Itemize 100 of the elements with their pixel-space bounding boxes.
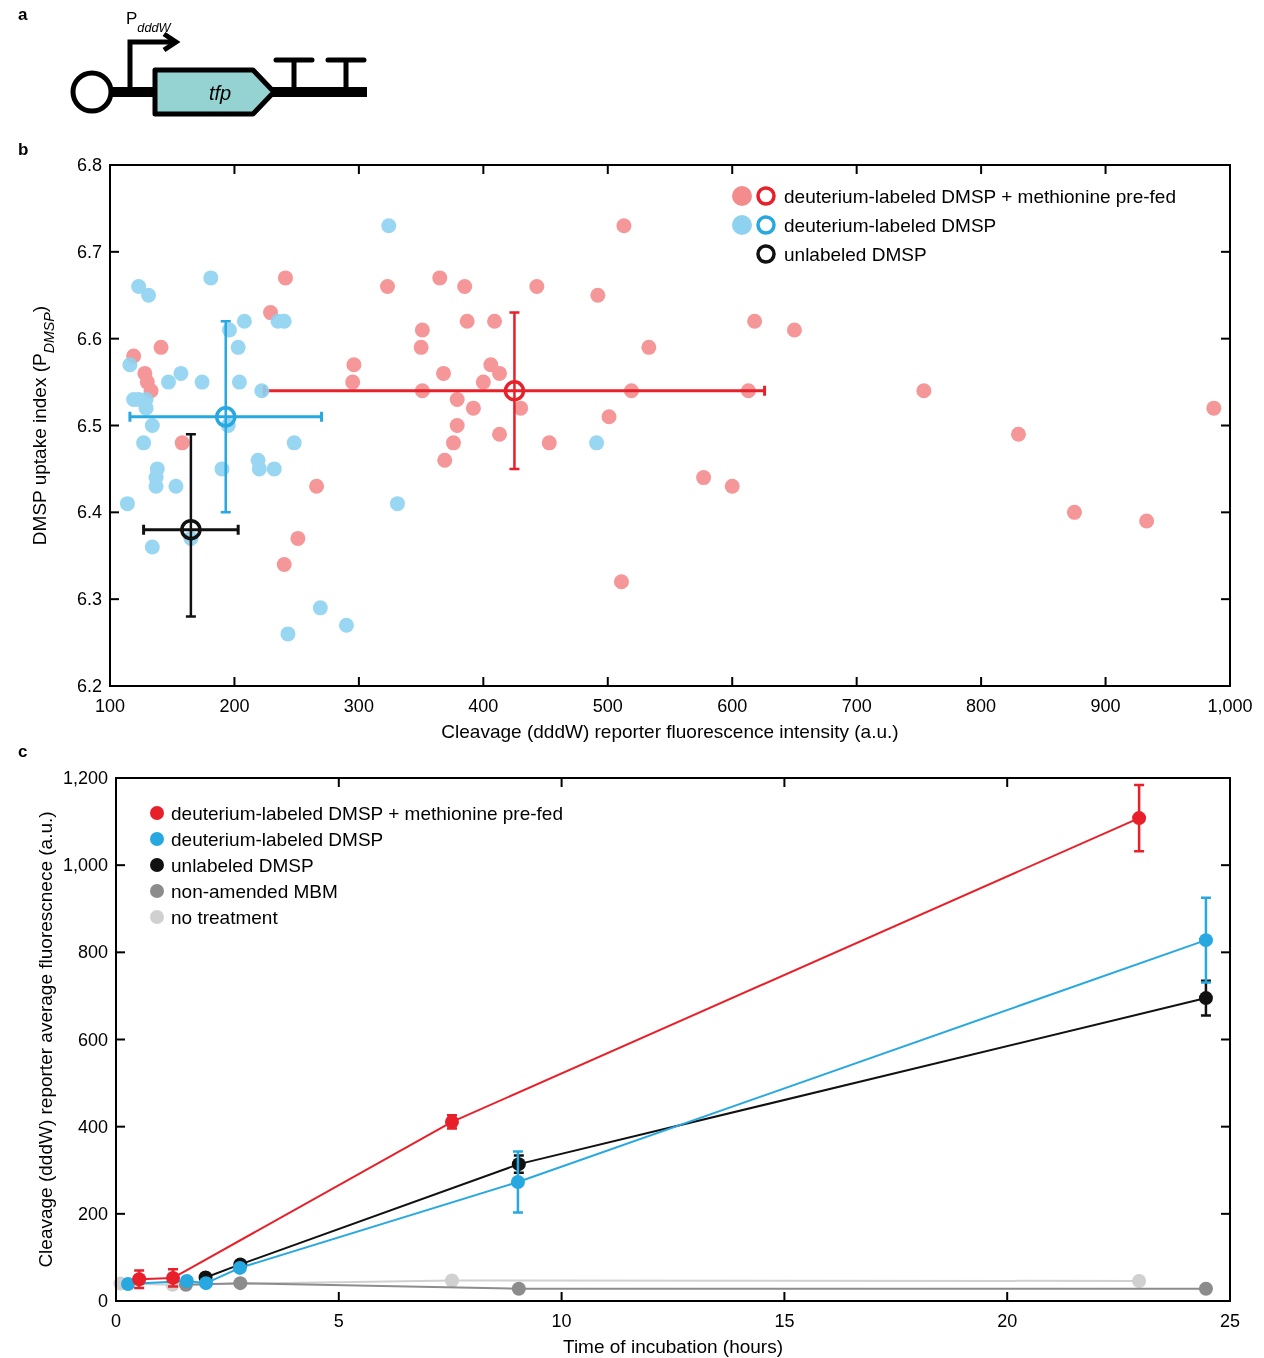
point <box>449 391 465 407</box>
point <box>1139 513 1155 529</box>
point <box>529 279 545 295</box>
point <box>338 617 354 633</box>
point <box>436 365 452 381</box>
point <box>449 418 465 433</box>
point <box>389 496 405 512</box>
x-tick-label: 900 <box>1090 696 1121 716</box>
y-tick-label: 400 <box>77 1116 108 1137</box>
point <box>616 218 632 234</box>
point <box>465 400 481 416</box>
point <box>380 279 396 295</box>
point <box>483 357 499 373</box>
text: a <box>18 5 28 24</box>
x-tick-label: 700 <box>841 696 872 716</box>
x-axis-title: Cleavage (dddW) reporter fluorescence intensity (a.u.) <box>441 721 899 742</box>
x-tick-label: 800 <box>966 696 997 716</box>
point <box>475 374 491 390</box>
point <box>173 365 189 381</box>
legend-label: unlabeled DMSP <box>171 855 314 876</box>
point <box>724 478 740 494</box>
point <box>747 313 763 329</box>
point <box>916 383 932 399</box>
point <box>290 530 306 546</box>
point <box>309 478 325 494</box>
point <box>121 1277 136 1291</box>
point <box>432 270 448 286</box>
legend-label: deuterium-labeled DMSP + methionine pre-fed <box>171 803 564 824</box>
point <box>168 478 184 494</box>
point <box>194 374 210 390</box>
point <box>122 357 138 373</box>
point <box>214 406 237 428</box>
point <box>276 556 292 572</box>
point <box>510 1175 525 1190</box>
legend-label: deuterium-labeled DMSP + methionine pre-fed <box>784 186 1177 207</box>
x-tick-label: 100 <box>94 696 126 716</box>
x-tick-label: 15 <box>774 1311 795 1331</box>
legend-label: deuterium-labeled DMSP <box>171 829 384 850</box>
legend-label: no treatment <box>171 907 279 928</box>
point <box>144 418 160 433</box>
point <box>696 470 712 486</box>
legend-label: deuterium-labeled DMSP <box>784 215 997 236</box>
text: tfp <box>209 82 232 104</box>
x-tick-label: 500 <box>592 696 623 716</box>
point <box>444 1273 459 1288</box>
point <box>1132 811 1147 826</box>
point <box>1132 1273 1147 1288</box>
point <box>345 374 361 390</box>
point <box>153 339 169 355</box>
x-axis-title: Time of incubation (hours) <box>562 1336 784 1357</box>
point <box>503 380 526 402</box>
point <box>144 539 160 555</box>
x-tick-label: 1,000 <box>1207 696 1253 716</box>
y-tick-label: 6.4 <box>76 502 102 523</box>
point <box>459 313 475 329</box>
x-tick-label: 200 <box>219 696 250 716</box>
point <box>641 339 657 355</box>
point <box>160 374 176 390</box>
point <box>413 339 429 355</box>
point <box>487 313 503 329</box>
point <box>136 435 152 451</box>
y-tick-label: 6.6 <box>76 328 102 349</box>
y-tick-label: 200 <box>77 1203 108 1224</box>
point <box>254 383 270 399</box>
point <box>492 365 508 381</box>
point <box>1066 504 1082 520</box>
point <box>230 339 246 355</box>
point <box>590 287 606 303</box>
y-tick-label: 6.8 <box>76 155 102 175</box>
y-tick-label: 1,000 <box>62 855 108 876</box>
point <box>179 1273 194 1288</box>
y-tick-label: 6.7 <box>76 241 102 262</box>
point <box>492 426 508 442</box>
x-tick-label: 5 <box>333 1311 344 1331</box>
point <box>457 279 473 295</box>
point <box>346 357 362 373</box>
point <box>1010 426 1026 442</box>
point <box>141 287 157 303</box>
point <box>1206 400 1222 416</box>
x-tick-label: 0 <box>110 1311 122 1331</box>
point <box>277 270 293 286</box>
x-tick-label: 10 <box>551 1311 572 1331</box>
point <box>1198 1281 1213 1296</box>
point <box>312 600 328 616</box>
legend-label: non-amended MBM <box>171 881 338 902</box>
point <box>266 461 282 477</box>
point <box>414 322 430 338</box>
text: b <box>18 140 29 159</box>
y-tick-label: 6.5 <box>76 415 102 436</box>
point <box>280 626 296 642</box>
point <box>381 218 397 234</box>
point <box>174 435 190 451</box>
point <box>445 435 461 451</box>
point <box>231 374 247 390</box>
y-tick-label: 1,200 <box>62 768 108 788</box>
y-tick-label: 6.3 <box>76 589 102 610</box>
point <box>131 279 147 295</box>
point <box>786 322 802 338</box>
point <box>119 496 135 512</box>
point <box>511 1281 526 1296</box>
